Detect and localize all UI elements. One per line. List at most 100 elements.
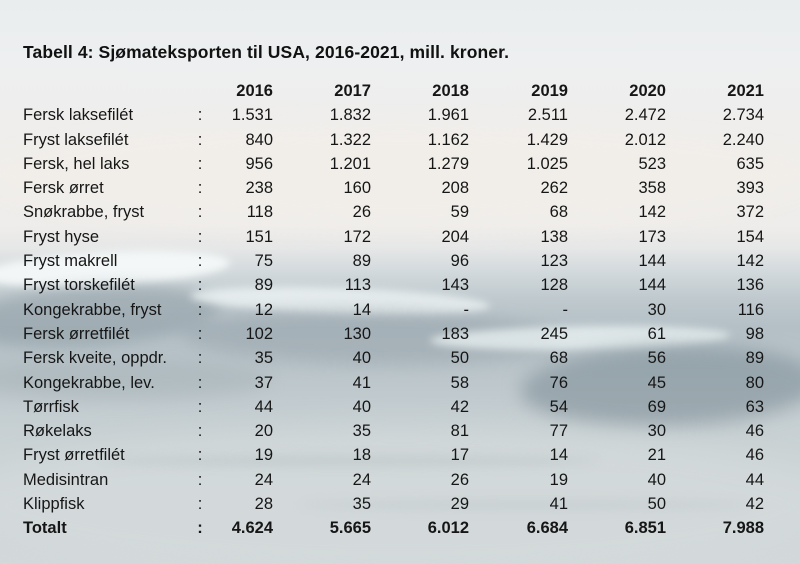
value-cell: 41 xyxy=(352,373,371,392)
value-cell: - xyxy=(463,300,470,319)
value-cell: 130 xyxy=(343,324,371,343)
value-cell: 19 xyxy=(549,470,568,489)
value-cell: 20 xyxy=(254,422,273,441)
value-cell: 98 xyxy=(745,324,764,343)
value-cell: 1.961 xyxy=(427,106,469,125)
value-cell: 4.624 xyxy=(231,519,273,538)
row-label: Fersk laksefilét xyxy=(23,106,134,125)
total-label: Totalt xyxy=(23,519,67,538)
colon-separator: : xyxy=(197,519,203,538)
water-streak xyxy=(100,455,600,467)
value-cell: 77 xyxy=(549,422,568,441)
value-cell: 173 xyxy=(638,227,666,246)
value-cell: 58 xyxy=(450,373,469,392)
colon-separator: : xyxy=(197,203,203,222)
export-table: 2016 2017 2018 2019 2020 2021 Fersk laks… xyxy=(23,79,764,541)
value-cell: 44 xyxy=(745,470,764,489)
value-cell: 26 xyxy=(450,470,469,489)
value-cell: 68 xyxy=(549,349,568,368)
value-cell: 123 xyxy=(540,252,568,271)
row-label: Fersk, hel laks xyxy=(23,154,130,173)
value-cell: 50 xyxy=(450,349,469,368)
value-cell: 116 xyxy=(737,300,764,319)
colon-separator: : xyxy=(197,276,203,295)
value-cell: 50 xyxy=(647,495,666,514)
table-row: Kongekrabbe, fryst: 12 14 - - 30 116 xyxy=(23,298,764,322)
value-cell: 102 xyxy=(245,324,273,343)
value-cell: 24 xyxy=(254,470,273,489)
value-cell: 2.012 xyxy=(624,130,666,149)
value-cell: 1.201 xyxy=(329,154,371,173)
table-row: Kongekrabbe, lev.: 37 41 58 76 45 80 xyxy=(23,371,764,395)
value-cell: - xyxy=(562,300,569,319)
value-cell: 40 xyxy=(352,397,371,416)
value-cell: 372 xyxy=(736,203,764,222)
colon-separator: : xyxy=(197,252,203,271)
value-cell: 42 xyxy=(450,397,469,416)
table-row: Fersk ørretfilét: 102 130 183 245 61 98 xyxy=(23,322,764,346)
value-cell: 12 xyxy=(254,300,273,319)
value-cell: 635 xyxy=(736,154,764,173)
value-cell: 29 xyxy=(450,495,469,514)
value-cell: 40 xyxy=(647,470,666,489)
colon-separator: : xyxy=(197,324,203,343)
row-label: Fryst torskefilét xyxy=(23,276,135,295)
table-row: Fersk laksefilét: 1.531 1.832 1.961 2.511 2.4… xyxy=(23,103,764,127)
value-cell: 1.162 xyxy=(427,130,469,149)
header-year-2019: 2019 xyxy=(531,82,568,100)
colon-separator: : xyxy=(197,422,203,441)
wave-shadow xyxy=(0,360,270,400)
value-cell: 17 xyxy=(450,446,469,465)
value-cell: 68 xyxy=(549,203,568,222)
header-year-2016: 2016 xyxy=(236,82,273,100)
value-cell: 183 xyxy=(441,324,469,343)
value-cell: 80 xyxy=(745,373,764,392)
value-cell: 26 xyxy=(352,203,371,222)
value-cell: 44 xyxy=(254,397,273,416)
table-row: Fersk ørret: 238 160 208 262 358 393 xyxy=(23,176,764,200)
value-cell: 24 xyxy=(352,470,371,489)
value-cell: 54 xyxy=(549,397,568,416)
value-cell: 18 xyxy=(352,446,371,465)
value-cell: 1.832 xyxy=(329,106,371,125)
value-cell: 46 xyxy=(745,422,764,441)
table-row: Klippfisk: 28 35 29 41 50 42 xyxy=(23,492,764,516)
row-label: Røkelaks xyxy=(23,422,92,441)
row-label: Fersk kveite, oppdr. xyxy=(23,349,167,368)
value-cell: 136 xyxy=(736,276,764,295)
value-cell: 138 xyxy=(540,227,568,246)
table-total-row: Totalt: 4.624 5.665 6.012 6.684 6.851 7.988 xyxy=(23,516,764,540)
row-label: Kongekrabbe, lev. xyxy=(23,373,155,392)
value-cell: 7.988 xyxy=(722,519,764,538)
value-cell: 113 xyxy=(344,276,371,295)
value-cell: 2.511 xyxy=(527,106,568,125)
value-cell: 151 xyxy=(245,227,273,246)
row-label: Tørrfisk xyxy=(23,397,79,416)
value-cell: 37 xyxy=(254,373,273,392)
water-light-band xyxy=(0,120,800,230)
value-cell: 1.025 xyxy=(526,154,568,173)
value-cell: 41 xyxy=(549,495,568,514)
value-cell: 1.531 xyxy=(231,106,273,125)
value-cell: 238 xyxy=(245,179,273,198)
value-cell: 1.279 xyxy=(427,154,469,173)
row-label: Fryst hyse xyxy=(23,227,100,246)
value-cell: 840 xyxy=(245,130,273,149)
value-cell: 1.322 xyxy=(329,130,371,149)
water-streak xyxy=(300,500,750,510)
value-cell: 75 xyxy=(254,252,273,271)
colon-separator: : xyxy=(197,470,203,489)
value-cell: 76 xyxy=(549,373,568,392)
value-cell: 63 xyxy=(745,397,764,416)
value-cell: 35 xyxy=(352,495,371,514)
value-cell: 35 xyxy=(254,349,273,368)
value-cell: 14 xyxy=(352,300,371,319)
value-cell: 160 xyxy=(343,179,371,198)
value-cell: 6.684 xyxy=(526,519,568,538)
value-cell: 144 xyxy=(638,252,666,271)
value-cell: 2.734 xyxy=(722,106,764,125)
value-cell: 45 xyxy=(647,373,666,392)
row-label: Kongekrabbe, fryst xyxy=(23,300,162,319)
